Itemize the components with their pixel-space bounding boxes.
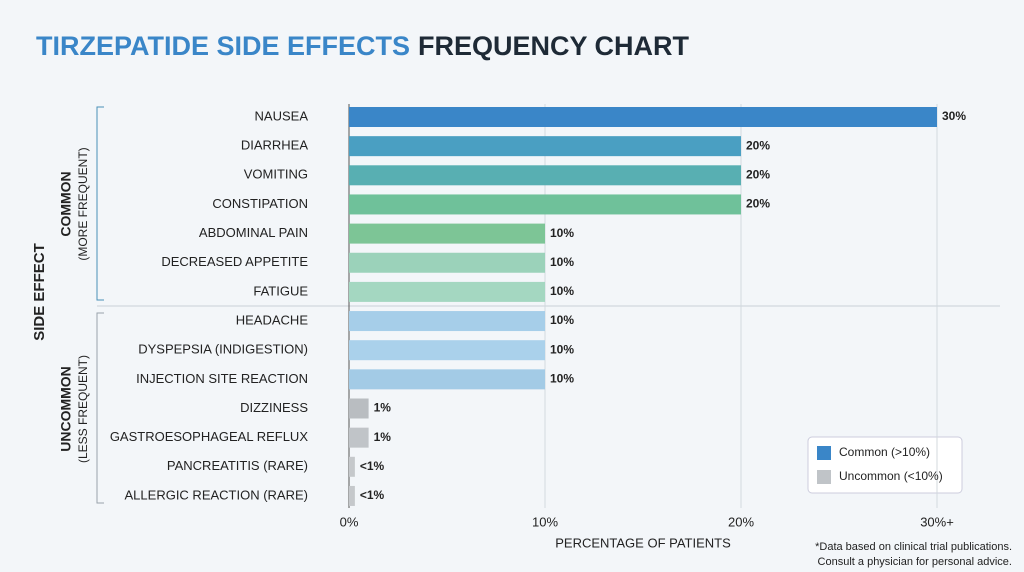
y-tick-label: FATIGUE	[253, 283, 308, 298]
y-tick-label: DIZZINESS	[240, 400, 308, 415]
bar	[349, 369, 545, 390]
y-tick-label: DYSPEPSIA (INDIGESTION)	[138, 342, 308, 357]
group-bracket	[96, 106, 104, 301]
bar	[349, 456, 355, 477]
group-name: COMMON	[58, 171, 74, 236]
group-label: UNCOMMON (LESS FREQUENT)	[58, 355, 90, 463]
y-tick-label: HEADACHE	[236, 312, 309, 327]
y-tick-label: ALLERGIC REACTION (RARE)	[125, 487, 308, 502]
value-label: 1%	[374, 430, 392, 444]
y-tick-label: ABDOMINAL PAIN	[199, 225, 308, 240]
y-tick-label: CONSTIPATION	[212, 196, 308, 211]
group-bracket	[96, 312, 104, 504]
value-label: 10%	[550, 255, 574, 269]
y-tick-label: DECREASED APPETITE	[161, 254, 308, 269]
bar	[349, 485, 355, 506]
value-label: 1%	[374, 401, 392, 415]
footnote: Consult a physician for personal advice.	[818, 556, 1012, 568]
value-label: 10%	[550, 284, 574, 298]
y-tick-label: DIARRHEA	[241, 138, 309, 153]
value-label: 10%	[550, 313, 574, 327]
legend	[807, 436, 963, 494]
bar	[349, 165, 741, 186]
value-label: 10%	[550, 372, 574, 386]
bar	[349, 398, 369, 419]
value-label: 20%	[746, 197, 770, 211]
bar	[349, 252, 545, 273]
x-axis-label: PERCENTAGE OF PATIENTS	[555, 535, 731, 550]
x-tick-label: 10%	[532, 514, 558, 529]
bar	[349, 136, 741, 157]
x-tick-label: 30%+	[920, 514, 954, 529]
bar	[349, 281, 545, 302]
y-tick-label: NAUSEA	[255, 108, 309, 123]
y-axis-label: SIDE EFFECT	[31, 243, 48, 341]
y-tick-label: GASTROESOPHAGEAL REFLUX	[110, 429, 309, 444]
value-label: 10%	[550, 226, 574, 240]
y-tick-label: INJECTION SITE REACTION	[136, 371, 308, 386]
chart-title: TIRZEPATIDE SIDE EFFECTS FREQUENCY CHART	[36, 31, 690, 61]
value-label: 20%	[746, 138, 770, 152]
x-tick-label: 20%	[728, 514, 754, 529]
y-tick-label: VOMITING	[244, 167, 308, 182]
bar	[349, 194, 741, 215]
footnote: *Data based on clinical trial publicatio…	[815, 541, 1012, 553]
value-label: 10%	[550, 342, 574, 356]
legend-swatch	[817, 470, 831, 484]
group-note: (LESS FREQUENT)	[76, 355, 90, 463]
group-note: (MORE FREQUENT)	[76, 147, 90, 260]
y-tick-label: PANCREATITIS (RARE)	[167, 458, 308, 473]
bar	[349, 340, 545, 361]
value-label: <1%	[360, 459, 385, 473]
value-label: 20%	[746, 167, 770, 181]
bar	[349, 223, 545, 244]
group-name: UNCOMMON	[58, 366, 74, 452]
legend-label: Common (>10%)	[839, 445, 930, 459]
value-label: <1%	[360, 488, 385, 502]
legend-swatch	[817, 446, 831, 460]
bar	[349, 427, 369, 448]
x-tick-label: 0%	[340, 514, 359, 529]
title-part: FREQUENCY CHART	[418, 31, 690, 61]
bar	[349, 107, 937, 127]
value-label: 30%	[942, 109, 966, 123]
legend-label: Uncommon (<10%)	[839, 469, 943, 483]
bar	[349, 311, 545, 332]
title-part: TIRZEPATIDE SIDE EFFECTS	[36, 31, 410, 61]
group-label: COMMON (MORE FREQUENT)	[58, 147, 90, 260]
